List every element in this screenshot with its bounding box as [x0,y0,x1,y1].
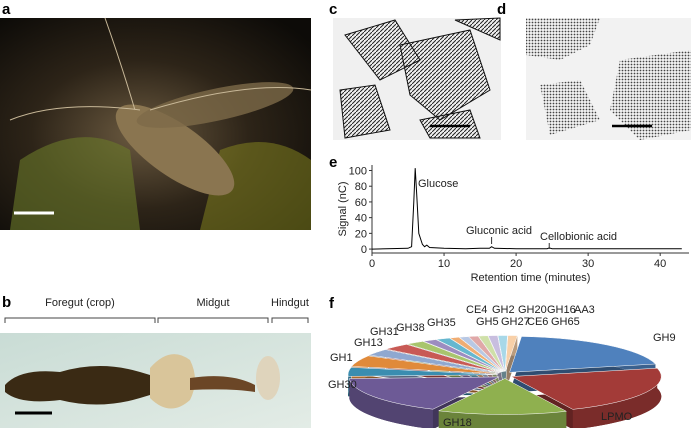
micrograph-d [526,18,691,140]
photo-gut [0,333,311,428]
y-tick-label: 20 [355,228,367,240]
pie-slice [510,367,662,428]
x-tick-label: 0 [369,258,375,270]
slice-top [351,355,499,375]
slice-top [510,367,662,410]
micrograph-c [333,17,501,140]
region-label: Foregut (crop) [45,297,115,309]
annotation: Cellobionic acid [540,231,617,243]
pie-slice [437,378,568,428]
slice-top [437,378,568,415]
region-label: Hindgut [271,297,309,309]
x-tick-label: 10 [438,258,450,270]
gut-brackets [4,317,309,323]
y-axis-label: Signal (nC) [337,181,349,236]
slice-top [386,344,501,373]
slice-label: GH2 [492,304,515,316]
annotation: Glucose [418,178,458,190]
slice-top [347,367,499,377]
slice-top [458,336,504,372]
slice-top [348,376,500,410]
panel-label: b [2,294,11,311]
slice-label: GH38 [396,322,425,334]
y-tick-label: 0 [361,244,367,256]
x-tick-label: 40 [654,258,666,270]
slice-label: GH1 [330,352,353,364]
slice-top [497,335,508,372]
slice-top [407,341,502,373]
slice-label: GH13 [354,337,383,349]
slice-label: GH27 [501,316,530,328]
slice-label: LPMO [601,411,633,423]
slice-top [468,335,504,372]
slice-side [349,378,433,428]
photo-silverfish [0,17,312,230]
region-label: Midgut [196,297,229,309]
slice-top [435,337,503,373]
x-tick-label: 30 [582,258,594,270]
slice-top [422,339,502,373]
x-axis-label: Retention time (minutes) [471,272,591,284]
slice-label: GH35 [427,317,456,329]
slice-label: CE6 [527,316,548,328]
slice-top [509,336,657,373]
panel-label: e [329,154,337,171]
panel-label: a [2,1,11,18]
y-tick-label: 100 [349,166,367,178]
slice-top [487,335,505,372]
panel-label: d [497,1,506,18]
slice-label: GH5 [476,316,499,328]
slice-label: CE4 [466,304,487,316]
slice-label: GH16 [547,304,576,316]
chromatogram-line [371,168,682,250]
y-tick-label: 40 [355,213,367,225]
slice-label: AA3 [574,304,595,316]
y-tick-label: 60 [355,197,367,209]
slice-top [368,349,500,374]
y-tick-label: 80 [355,181,367,193]
slice-label: GH30 [328,379,357,391]
annotation: Gluconic acid [466,225,532,237]
x-tick-label: 20 [510,258,522,270]
slice-label: GH65 [551,316,580,328]
slice-label: GH9 [653,332,676,344]
slice-top [477,335,505,372]
slice-label: GH20 [518,304,547,316]
slice-label: GH18 [443,417,472,428]
panel-label: f [329,295,335,312]
slice-top [505,335,518,372]
slice-label: GH31 [370,326,399,338]
slice-top [449,337,503,372]
slice-side [438,410,567,428]
panel-label: c [329,1,337,18]
slice-side [572,368,662,428]
